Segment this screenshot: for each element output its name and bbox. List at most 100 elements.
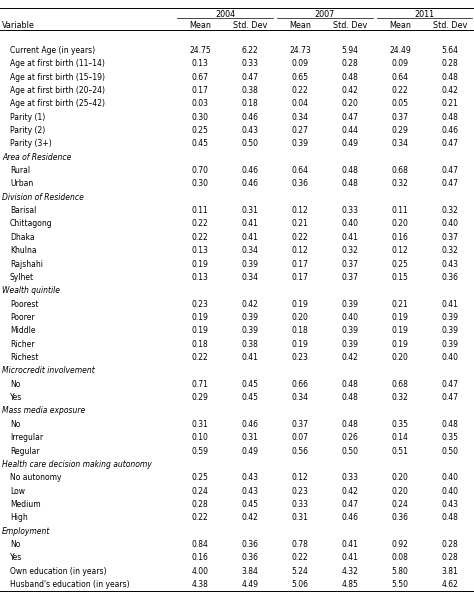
- Text: 0.21: 0.21: [292, 220, 309, 228]
- Text: 0.44: 0.44: [341, 126, 358, 135]
- Text: 0.45: 0.45: [241, 380, 258, 389]
- Text: 0.40: 0.40: [441, 473, 458, 482]
- Text: Rajshahi: Rajshahi: [10, 259, 43, 268]
- Text: 0.32: 0.32: [392, 179, 409, 189]
- Text: 0.17: 0.17: [292, 259, 309, 268]
- Text: 3.81: 3.81: [442, 566, 458, 576]
- Text: 0.66: 0.66: [292, 380, 309, 389]
- Text: 0.27: 0.27: [292, 126, 309, 135]
- Text: Poorest: Poorest: [10, 300, 38, 309]
- Text: 0.48: 0.48: [342, 73, 358, 82]
- Text: Mean: Mean: [389, 21, 411, 30]
- Text: 0.18: 0.18: [242, 99, 258, 108]
- Text: 0.22: 0.22: [191, 233, 209, 242]
- Text: 0.34: 0.34: [241, 246, 258, 255]
- Text: Microcredit involvement: Microcredit involvement: [2, 367, 95, 375]
- Text: Current Age (in years): Current Age (in years): [10, 46, 95, 55]
- Text: Yes: Yes: [10, 553, 22, 562]
- Text: 0.67: 0.67: [191, 73, 209, 82]
- Text: 0.39: 0.39: [241, 313, 258, 322]
- Text: 0.39: 0.39: [292, 139, 309, 148]
- Text: 0.23: 0.23: [292, 487, 309, 496]
- Text: Parity (1): Parity (1): [10, 112, 45, 121]
- Text: 6.22: 6.22: [242, 46, 258, 55]
- Text: 0.37: 0.37: [341, 259, 358, 268]
- Text: Parity (3+): Parity (3+): [10, 139, 52, 148]
- Text: 0.04: 0.04: [292, 99, 309, 108]
- Text: 0.24: 0.24: [191, 487, 209, 496]
- Text: 0.28: 0.28: [442, 553, 458, 562]
- Text: 0.42: 0.42: [242, 300, 258, 309]
- Text: 0.12: 0.12: [292, 473, 309, 482]
- Text: 0.68: 0.68: [392, 166, 409, 175]
- Text: 0.36: 0.36: [392, 513, 409, 522]
- Text: 0.43: 0.43: [241, 487, 258, 496]
- Text: 2007: 2007: [315, 10, 335, 18]
- Text: 0.39: 0.39: [441, 313, 458, 322]
- Text: 0.41: 0.41: [442, 300, 458, 309]
- Text: 0.48: 0.48: [442, 420, 458, 429]
- Text: 0.34: 0.34: [292, 393, 309, 402]
- Text: 0.48: 0.48: [342, 420, 358, 429]
- Text: 0.09: 0.09: [392, 59, 409, 68]
- Text: Health care decision making autonomy: Health care decision making autonomy: [2, 460, 152, 469]
- Text: 0.70: 0.70: [191, 166, 209, 175]
- Text: 5.24: 5.24: [292, 566, 309, 576]
- Text: 4.38: 4.38: [191, 580, 209, 589]
- Text: Chittagong: Chittagong: [10, 220, 53, 228]
- Text: 0.29: 0.29: [392, 126, 409, 135]
- Text: 0.31: 0.31: [242, 206, 258, 215]
- Text: 0.33: 0.33: [341, 473, 358, 482]
- Text: 0.20: 0.20: [392, 353, 409, 362]
- Text: Rural: Rural: [10, 166, 30, 175]
- Text: 4.00: 4.00: [191, 566, 209, 576]
- Text: 0.39: 0.39: [241, 259, 258, 268]
- Text: 0.33: 0.33: [241, 59, 258, 68]
- Text: 5.50: 5.50: [392, 580, 409, 589]
- Text: 0.22: 0.22: [191, 353, 209, 362]
- Text: 0.45: 0.45: [241, 500, 258, 509]
- Text: 0.47: 0.47: [441, 393, 458, 402]
- Text: 0.37: 0.37: [392, 112, 409, 121]
- Text: 0.20: 0.20: [392, 220, 409, 228]
- Text: Std. Dev: Std. Dev: [233, 21, 267, 30]
- Text: Variable: Variable: [2, 21, 35, 30]
- Text: 0.35: 0.35: [392, 420, 409, 429]
- Text: 0.22: 0.22: [191, 220, 209, 228]
- Text: 0.59: 0.59: [191, 446, 209, 456]
- Text: 0.19: 0.19: [392, 313, 409, 322]
- Text: 0.48: 0.48: [442, 112, 458, 121]
- Text: 0.36: 0.36: [241, 553, 258, 562]
- Text: 0.37: 0.37: [441, 233, 458, 242]
- Text: 0.17: 0.17: [292, 273, 309, 282]
- Text: 0.47: 0.47: [341, 112, 358, 121]
- Text: 0.48: 0.48: [342, 179, 358, 189]
- Text: 3.84: 3.84: [242, 566, 258, 576]
- Text: Richest: Richest: [10, 353, 38, 362]
- Text: 0.50: 0.50: [341, 446, 358, 456]
- Text: 0.36: 0.36: [292, 179, 309, 189]
- Text: 0.25: 0.25: [191, 126, 209, 135]
- Text: 0.46: 0.46: [241, 420, 258, 429]
- Text: No: No: [10, 420, 20, 429]
- Text: 0.34: 0.34: [241, 273, 258, 282]
- Text: 0.42: 0.42: [342, 487, 358, 496]
- Text: 0.28: 0.28: [342, 59, 358, 68]
- Text: Low: Low: [10, 487, 25, 496]
- Text: Sylhet: Sylhet: [10, 273, 34, 282]
- Text: 0.71: 0.71: [191, 380, 209, 389]
- Text: 0.42: 0.42: [342, 86, 358, 95]
- Text: 0.32: 0.32: [442, 206, 458, 215]
- Text: 0.11: 0.11: [191, 206, 209, 215]
- Text: 0.43: 0.43: [241, 126, 258, 135]
- Text: 0.46: 0.46: [241, 179, 258, 189]
- Text: 0.28: 0.28: [442, 59, 458, 68]
- Text: 0.49: 0.49: [341, 139, 358, 148]
- Text: 0.22: 0.22: [392, 86, 409, 95]
- Text: 0.14: 0.14: [392, 433, 409, 442]
- Text: 4.32: 4.32: [342, 566, 358, 576]
- Text: Urban: Urban: [10, 179, 33, 189]
- Text: Mass media exposure: Mass media exposure: [2, 406, 85, 415]
- Text: Irregular: Irregular: [10, 433, 43, 442]
- Text: 0.24: 0.24: [392, 500, 409, 509]
